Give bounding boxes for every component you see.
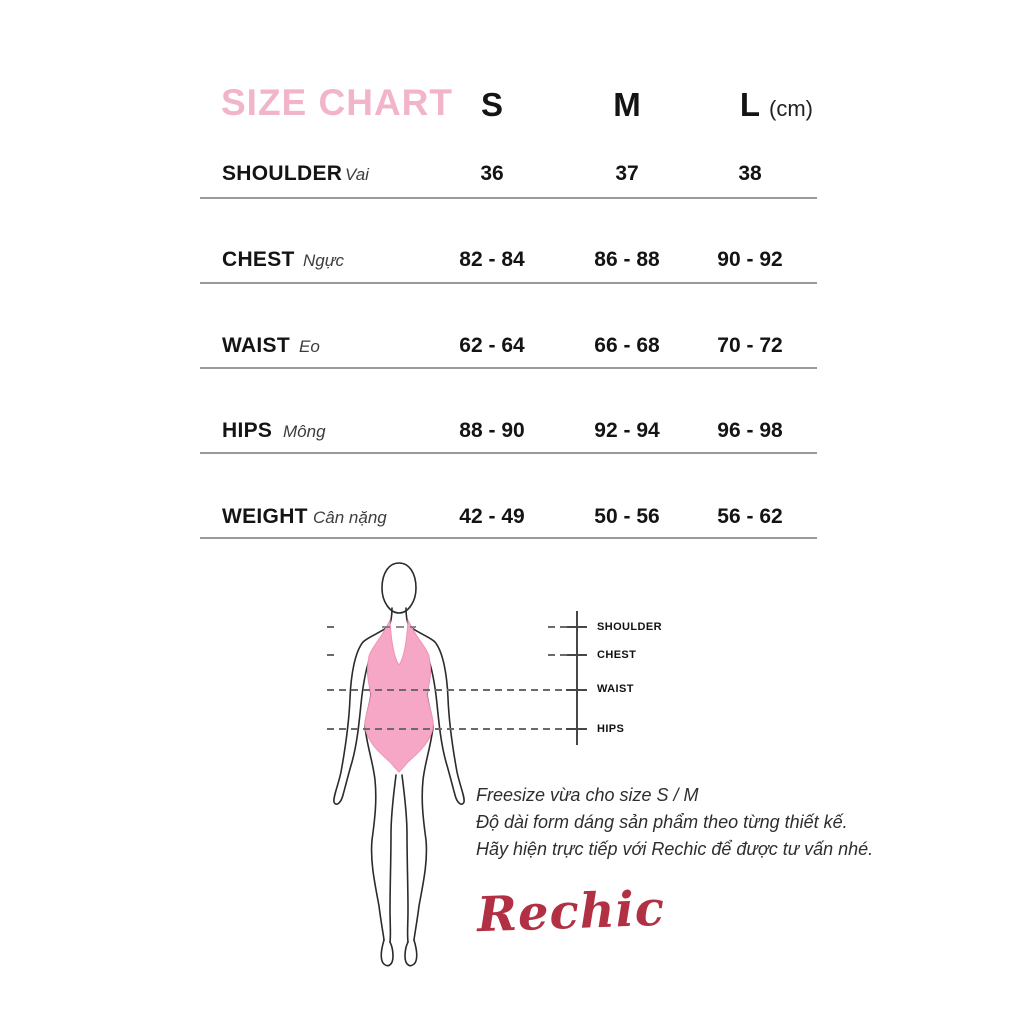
cell-m: 86 - 88 <box>594 248 660 271</box>
note-freesize: Freesize vừa cho size S / M <box>476 785 699 805</box>
row-label: SHOULDER <box>222 162 343 185</box>
cell-l: 38 <box>738 162 762 185</box>
row-separator <box>200 367 817 369</box>
guide-dash-chest-left <box>327 654 336 656</box>
measure-label-shoulder: SHOULDER <box>597 621 662 633</box>
measure-axis-line <box>576 611 578 745</box>
measure-label-waist: WAIST <box>597 683 634 695</box>
swimsuit-shape <box>364 619 434 773</box>
row-separator <box>200 537 817 539</box>
table-row-shoulder: SHOULDER Vai 36 37 38 <box>0 162 1024 188</box>
guide-dash-chest <box>548 654 567 656</box>
column-header-l: L <box>739 86 761 123</box>
row-label: WAIST <box>222 334 290 357</box>
table-row-waist: WAIST Eo 62 - 64 66 - 68 70 - 72 <box>0 334 1024 360</box>
guide-dash-waist <box>327 689 567 691</box>
axis-tick-shoulder <box>566 626 587 628</box>
row-sublabel-vi: Eo <box>299 337 320 356</box>
axis-tick-waist <box>566 689 587 691</box>
cell-m: 50 - 56 <box>594 505 660 528</box>
cell-s: 36 <box>480 162 504 185</box>
row-label: CHEST <box>222 248 295 271</box>
cell-m: 92 - 94 <box>594 419 660 442</box>
unit-label: (cm) <box>769 96 813 121</box>
cell-l: 70 - 72 <box>717 334 783 357</box>
cell-s: 62 - 64 <box>459 334 525 357</box>
row-separator <box>200 282 817 284</box>
table-row-hips: HIPS Mông 88 - 90 92 - 94 96 - 98 <box>0 419 1024 445</box>
row-sublabel-vi: Vai <box>345 165 369 184</box>
row-sublabel-vi: Ngực <box>303 251 345 270</box>
column-header-s: S <box>480 86 503 123</box>
cell-m: 37 <box>615 162 639 185</box>
note-form-length: Độ dài form dáng sản phẩm theo từng thiế… <box>476 812 848 832</box>
cell-l: 56 - 62 <box>717 505 783 528</box>
guide-dash-hips <box>327 728 567 730</box>
row-separator <box>200 197 817 199</box>
row-separator <box>200 452 817 454</box>
page-title: SIZE CHART <box>221 82 453 123</box>
cell-s: 88 - 90 <box>459 419 525 442</box>
brand-logo: Rechic <box>476 880 666 944</box>
guide-dash-shoulder <box>548 626 567 628</box>
cell-l: 96 - 98 <box>717 419 783 442</box>
row-sublabel-vi: Mông <box>283 422 326 441</box>
cell-m: 66 - 68 <box>594 334 660 357</box>
measure-label-chest: CHEST <box>597 649 637 661</box>
table-row-chest: CHEST Ngực 82 - 84 86 - 88 90 - 92 <box>0 248 1024 274</box>
axis-tick-hips <box>566 728 587 730</box>
row-sublabel-vi: Cân nặng <box>313 508 387 527</box>
measure-label-hips: HIPS <box>597 723 625 735</box>
axis-tick-chest <box>566 654 587 656</box>
guide-dash-shoulder-left <box>327 626 336 628</box>
row-label: HIPS <box>222 419 273 442</box>
body-figure-illustration <box>333 562 465 967</box>
row-label: WEIGHT <box>222 505 308 528</box>
cell-s: 82 - 84 <box>459 248 525 271</box>
cell-l: 90 - 92 <box>717 248 783 271</box>
column-header-m: M <box>613 86 641 123</box>
cell-s: 42 - 49 <box>459 505 525 528</box>
table-row-weight: WEIGHT Cân nặng 42 - 49 50 - 56 56 - 62 <box>0 505 1024 531</box>
note-contact: Hãy hiện trực tiếp với Rechic để được tư… <box>476 839 874 859</box>
